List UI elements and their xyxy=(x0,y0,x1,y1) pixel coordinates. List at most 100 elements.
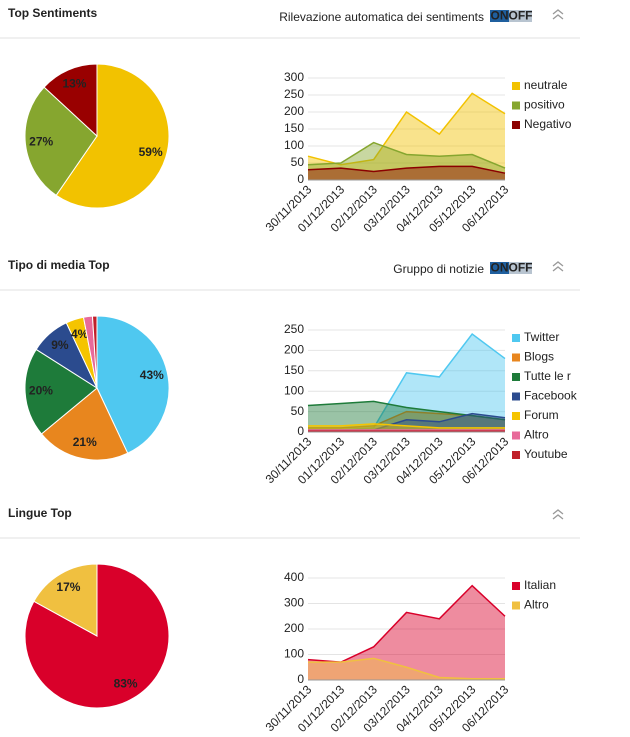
pie-slice xyxy=(24,348,98,435)
pie-slice xyxy=(40,387,129,461)
pie-label: 21% xyxy=(73,435,97,449)
section: Lingue Top xyxy=(0,506,580,539)
y-tick-label: 400 xyxy=(284,570,304,584)
y-tick-label: 0 xyxy=(297,672,304,686)
section-title: Lingue Top xyxy=(8,506,72,520)
y-tick-label: 100 xyxy=(284,647,304,661)
pie-label: 83% xyxy=(114,677,138,691)
pie-slice xyxy=(33,563,98,637)
y-tick-label: 50 xyxy=(291,404,305,418)
section-note: Rilevazione automatica dei sentiments xyxy=(279,10,484,24)
legend-swatch xyxy=(512,601,520,610)
pie-slice xyxy=(43,63,98,138)
collapse-icon[interactable] xyxy=(552,509,564,520)
legend-label: Altro xyxy=(524,598,549,612)
legend-label: Tutte le r xyxy=(524,369,571,383)
area-line xyxy=(307,400,506,421)
y-tick-label: 0 xyxy=(297,172,304,186)
area-chart: 0 50 100 150 200 250 Twitter Blogs Tutte le r Fac… xyxy=(263,322,578,487)
legend-swatch xyxy=(512,334,520,342)
legend-swatch xyxy=(512,353,520,362)
pie-slice xyxy=(24,563,170,709)
toggle-on-label: ON xyxy=(491,9,509,23)
area-fill xyxy=(308,334,505,432)
y-tick-label: 250 xyxy=(284,322,304,336)
pie-chart: 59% 27% 13% xyxy=(24,63,170,209)
legend-label: Facebook xyxy=(524,389,578,403)
pie-chart: 83% 17% xyxy=(24,563,170,709)
pie-slice xyxy=(24,86,98,197)
area-line xyxy=(307,141,506,169)
y-tick-label: 200 xyxy=(284,104,304,118)
legend-swatch xyxy=(512,121,520,129)
toggle-on-label: ON xyxy=(491,261,509,275)
area-line xyxy=(307,92,506,166)
y-tick-label: 100 xyxy=(284,383,304,397)
pie-label: 9% xyxy=(51,338,69,352)
y-tick-label: 150 xyxy=(284,363,304,377)
collapse-icon[interactable] xyxy=(552,261,564,272)
y-tick-label: 200 xyxy=(284,343,304,357)
section-title: Top Sentiments xyxy=(8,6,97,20)
area-fill xyxy=(308,142,505,180)
pie-slice xyxy=(96,315,170,454)
area-chart: 0100200300400ItalianAltro30/11/201301/12… xyxy=(263,570,556,735)
pie-slice xyxy=(55,63,170,209)
legend-label: Altro xyxy=(524,428,549,442)
area-line xyxy=(308,423,505,429)
area-chart: 0 50 100 150 200 250 300 neutrale positivo Negati… xyxy=(263,70,572,235)
y-tick-label: 0 xyxy=(297,424,304,438)
toggle[interactable]: ON OFF xyxy=(490,261,533,275)
legend-swatch xyxy=(512,412,520,420)
legend-label: Youtube xyxy=(524,447,568,461)
area-fill xyxy=(308,166,505,180)
area-fill xyxy=(308,658,505,680)
pie-label: 59% xyxy=(139,145,163,159)
legend-label: Negativo xyxy=(524,117,572,131)
y-tick-label: 300 xyxy=(284,70,304,84)
legend-swatch xyxy=(512,101,520,110)
pie-label: 13% xyxy=(62,77,86,91)
area-line xyxy=(307,165,506,174)
y-tick-label: 150 xyxy=(284,121,304,135)
legend-swatch xyxy=(512,431,520,440)
pie-label: 17% xyxy=(56,580,80,594)
pie-label: 4% xyxy=(71,327,89,341)
legend-label: positivo xyxy=(524,98,565,112)
legend-swatch xyxy=(512,392,520,401)
pie-label: 43% xyxy=(140,368,164,382)
toggle-off xyxy=(509,10,532,22)
section: Tipo di media Top Gruppo di notizie ON OFF xyxy=(0,258,580,291)
legend-label: Forum xyxy=(524,408,559,422)
legend-swatch xyxy=(512,373,520,381)
legend-swatch xyxy=(512,582,520,590)
legend-swatch xyxy=(512,82,520,90)
y-tick-label: 250 xyxy=(284,87,304,101)
pie-label: 20% xyxy=(29,384,53,398)
y-tick-label: 50 xyxy=(291,155,305,169)
section-note: Gruppo di notizie xyxy=(393,262,484,276)
toggle-on xyxy=(490,10,509,22)
legend-label: Twitter xyxy=(524,330,559,344)
y-tick-label: 100 xyxy=(284,138,304,152)
y-tick-label: 200 xyxy=(284,621,304,635)
area-fill xyxy=(308,411,505,432)
area-fill xyxy=(308,585,505,680)
toggle-off-label: OFF xyxy=(509,261,533,275)
toggle-on xyxy=(490,262,509,274)
toggle[interactable]: ON OFF xyxy=(490,9,533,23)
collapse-icon[interactable] xyxy=(552,9,564,20)
toggle-off xyxy=(509,262,532,274)
section: Top Sentiments Rilevazione automatica dei… xyxy=(0,6,580,39)
legend-swatch xyxy=(512,451,520,459)
y-tick-label: 300 xyxy=(284,596,304,610)
area-fill xyxy=(308,93,505,180)
toggle-off-label: OFF xyxy=(509,9,533,23)
section-title: Tipo di media Top xyxy=(8,258,110,272)
pie-chart: 43% 21% 20% 9%4% xyxy=(24,315,170,461)
pie-slice xyxy=(91,315,98,389)
area-line xyxy=(308,657,505,680)
legend-label: neutrale xyxy=(524,78,568,92)
